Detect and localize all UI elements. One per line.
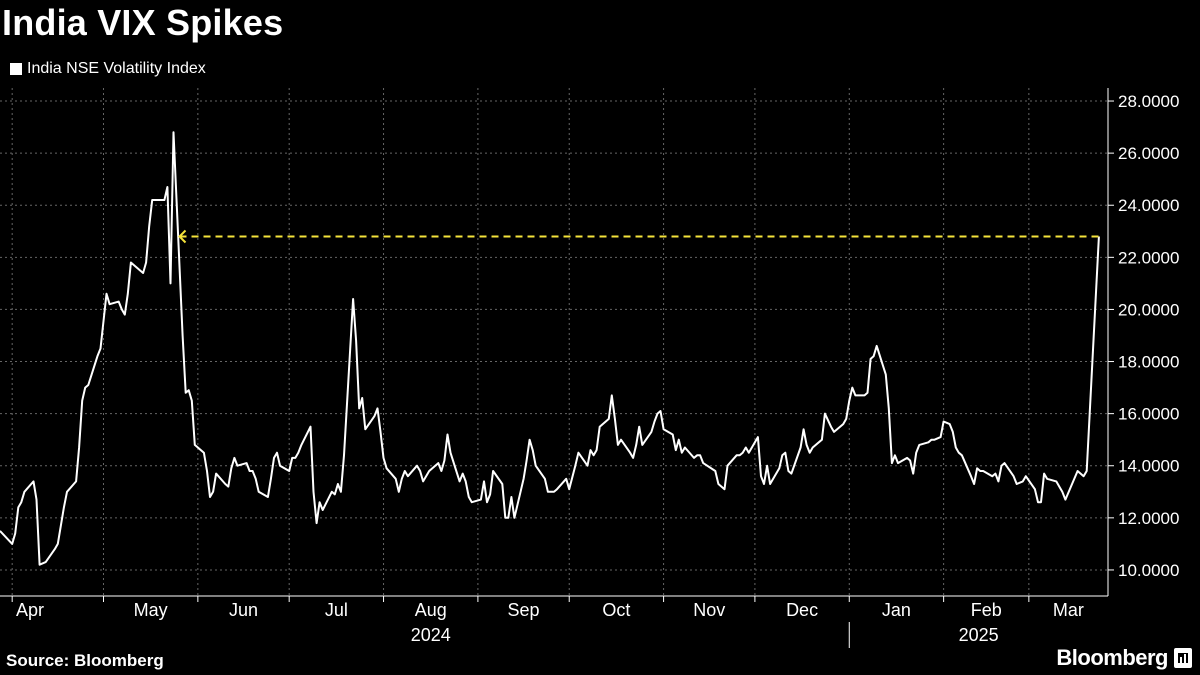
y-tick-label: 24.0000: [1118, 196, 1179, 215]
chart-title: India VIX Spikes: [2, 2, 284, 43]
x-month-label: Feb: [971, 600, 1002, 620]
x-month-label: Jan: [882, 600, 911, 620]
annotation-layer: [178, 229, 1099, 244]
series-layer: [0, 131, 1100, 566]
legend-swatch: [10, 63, 22, 75]
y-tick-label: 16.0000: [1118, 405, 1179, 424]
y-tick-label: 28.0000: [1118, 92, 1179, 111]
y-tick-label: 26.0000: [1118, 144, 1179, 163]
x-year-label: 2024: [411, 625, 451, 645]
y-tick-label: 20.0000: [1118, 300, 1179, 319]
x-month-label: Dec: [786, 600, 818, 620]
axes: 10.0000 12.0000 14.0000 16.0000 18.0000 20.00…: [0, 88, 1179, 648]
x-month-label: Nov: [693, 600, 725, 620]
x-year-label: 2025: [959, 625, 999, 645]
x-month-label: Oct: [602, 600, 630, 620]
grid-lines: [0, 88, 1108, 596]
x-month-label: Apr: [16, 600, 44, 620]
y-tick-label: 18.0000: [1118, 353, 1179, 372]
legend: India NSE Volatility Index: [10, 60, 206, 78]
x-month-label: Sep: [508, 600, 540, 620]
bloomberg-logo: Bloomberg: [1056, 645, 1192, 671]
brand-name: Bloomberg: [1056, 645, 1168, 670]
x-month-label: Mar: [1053, 600, 1084, 620]
x-month-label: Jul: [325, 600, 348, 620]
y-tick-label: 12.0000: [1118, 509, 1179, 528]
x-month-label: Aug: [415, 600, 447, 620]
source-note: Source: Bloomberg: [6, 651, 164, 670]
legend-label: India NSE Volatility Index: [27, 60, 206, 77]
y-tick-label: 14.0000: [1118, 457, 1179, 476]
series-line: [0, 131, 1100, 566]
x-month-label: Jun: [229, 600, 258, 620]
y-tick-label: 10.0000: [1118, 561, 1179, 580]
y-tick-label: 22.0000: [1118, 248, 1179, 267]
annotation-arrowhead: [178, 229, 187, 244]
chart-icon: [1174, 648, 1192, 668]
x-month-label: May: [134, 600, 168, 620]
